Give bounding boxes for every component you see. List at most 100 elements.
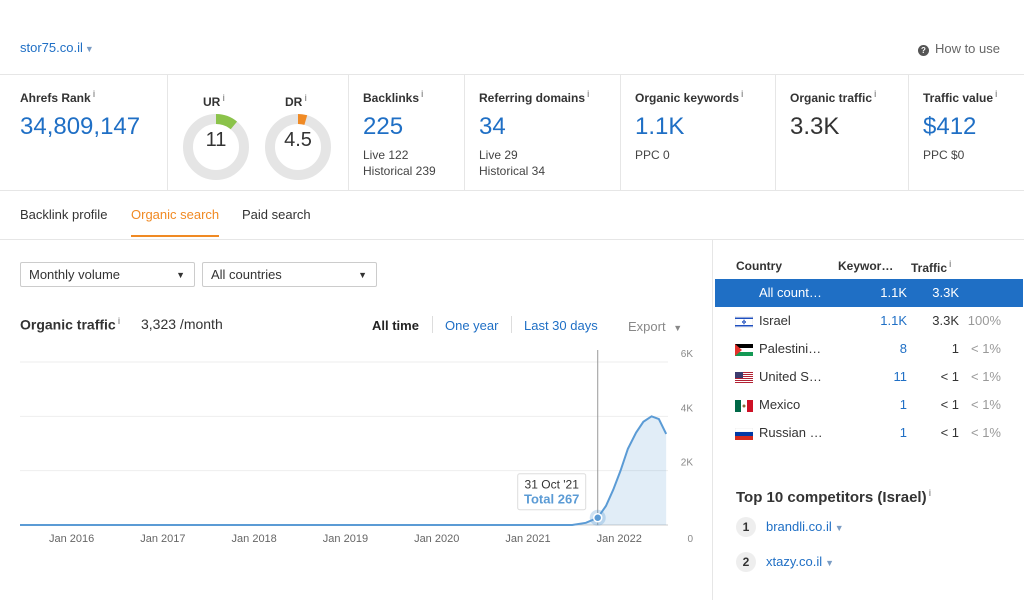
metric-referring-domains: Referring domains i 34 Live 29 Historical …	[465, 75, 621, 190]
metric-organic-traffic: Organic traffic i 3.3K	[776, 75, 909, 190]
info-icon[interactable]: i	[117, 316, 121, 326]
organic-traffic-chart[interactable]: 6K 4K 2K 0 Jan 2016 Jan 2017 Jan 2018 Jan 2019…	[0, 340, 712, 555]
info-icon[interactable]: i	[587, 89, 590, 99]
ahrefs-rank-label: Ahrefs Rank	[20, 91, 91, 105]
country-row[interactable]: Mexico 1 < 1 < 1%	[715, 391, 1023, 419]
country-row[interactable]: Israel 1.1K 3.3K 100%	[715, 307, 1023, 335]
volume-select[interactable]: Monthly volume ▼	[20, 262, 195, 287]
chart-tooltip: 31 Oct '21 Total 267	[517, 473, 587, 511]
tab-paid-search[interactable]: Paid search	[242, 207, 311, 222]
country-traffic-share: < 1%	[971, 369, 1001, 384]
how-to-use-label: How to use	[934, 41, 1000, 56]
competitor-name[interactable]: xtazy.co.il	[766, 554, 823, 569]
referring-domains-value[interactable]: 34	[479, 113, 506, 140]
country-keywords[interactable]: 1	[899, 397, 907, 412]
keywords-header[interactable]: Keywor…	[838, 259, 894, 273]
country-traffic: < 1	[940, 369, 959, 384]
metric-ur-dr: UR i 11 DR i 4.5	[168, 75, 349, 190]
backlinks-live: Live 122	[363, 148, 409, 162]
range-divider	[432, 316, 433, 333]
y-axis-ticks: 6K 4K 2K 0	[681, 349, 694, 545]
info-icon[interactable]: i	[949, 259, 952, 269]
tab-organic-search[interactable]: Organic search	[131, 207, 220, 237]
how-to-use-link[interactable]: ? How to use	[917, 41, 1000, 56]
organic-keywords-value[interactable]: 1.1K	[635, 113, 685, 140]
y-tick-label: 2K	[681, 458, 694, 469]
info-icon[interactable]: i	[92, 89, 96, 99]
competitor-item[interactable]: 2 xtazy.co.il ▼	[736, 552, 834, 572]
export-button[interactable]: Export ▼	[628, 319, 683, 334]
info-icon[interactable]: i	[421, 89, 424, 99]
info-icon[interactable]: i	[928, 488, 932, 498]
domain-selector[interactable]: stor75.co.il ▼	[20, 40, 94, 55]
usa-flag-icon	[735, 372, 753, 384]
range-one-year[interactable]: One year	[445, 318, 499, 333]
range-all-time[interactable]: All time	[372, 318, 419, 333]
country-name: Israel	[759, 313, 791, 328]
y-tick-label: 4K	[681, 403, 694, 414]
country-name: Palestini…	[759, 341, 822, 356]
tooltip-date: 31 Oct '21	[525, 478, 580, 492]
info-icon[interactable]: i	[995, 89, 998, 99]
country-keywords[interactable]: 1	[899, 425, 907, 440]
ur-label: UR	[203, 95, 221, 109]
country-name: United S…	[759, 369, 822, 384]
palestine-flag-icon	[735, 344, 753, 356]
x-tick-label: Jan 2016	[49, 533, 94, 545]
country-row[interactable]: Russian … 1 < 1 < 1%	[715, 419, 1023, 447]
country-traffic: 1	[951, 341, 959, 356]
info-icon[interactable]: i	[222, 93, 225, 103]
traffic-value-ppc: PPC $0	[923, 148, 965, 162]
metric-organic-keywords: Organic keywords i 1.1K PPC 0	[621, 75, 776, 190]
organic-keywords-ppc: PPC 0	[635, 148, 670, 162]
metrics-strip: Ahrefs Rank i 34,809,147 UR i 11 DR i 4.5 B…	[0, 74, 1024, 191]
country-row-all[interactable]: All count… 1.1K 3.3K	[715, 279, 1023, 307]
country-traffic: 3.3K	[932, 313, 959, 328]
competitor-name[interactable]: brandli.co.il	[766, 519, 832, 534]
country-traffic: 3.3K	[932, 285, 959, 300]
x-tick-label: Jan 2021	[505, 533, 550, 545]
ur-ring	[183, 114, 249, 180]
russia-flag-icon	[735, 428, 753, 440]
info-icon[interactable]: i	[304, 93, 307, 103]
organic-traffic-label: Organic traffic	[790, 91, 873, 105]
tooltip-point	[592, 512, 603, 523]
country-keywords[interactable]: 11	[893, 369, 908, 384]
range-last-30-days[interactable]: Last 30 days	[524, 318, 598, 333]
ahrefs-rank-value[interactable]: 34,809,147	[20, 113, 141, 140]
country-header[interactable]: Country	[736, 259, 782, 273]
help-icon: ?	[917, 45, 929, 56]
backlinks-value[interactable]: 225	[363, 113, 404, 140]
x-tick-label: Jan 2019	[323, 533, 368, 545]
countries-select[interactable]: All countries ▼	[202, 262, 377, 287]
report-tabs: Backlink profile Organic search Paid sea…	[0, 191, 1024, 240]
referring-historical: Historical 34	[479, 164, 546, 178]
chevron-down-icon[interactable]: ▼	[834, 523, 844, 533]
competitor-item[interactable]: 1 brandli.co.il ▼	[736, 517, 844, 537]
country-row[interactable]: United S… 11 < 1 < 1%	[715, 363, 1023, 391]
country-traffic-share: < 1%	[971, 425, 1001, 440]
country-keywords[interactable]: 1.1K	[880, 313, 907, 328]
country-traffic: < 1	[940, 397, 959, 412]
info-icon[interactable]: i	[874, 89, 877, 99]
traffic-per-month: 3,323 /month	[141, 316, 223, 332]
traffic-value-label: Traffic value	[923, 91, 994, 105]
country-traffic-share: < 1%	[971, 341, 1001, 356]
country-keywords[interactable]: 1.1K	[880, 285, 907, 300]
traffic-value-amount[interactable]: $412	[923, 113, 977, 140]
x-tick-label: Jan 2017	[140, 533, 185, 545]
domain-name: stor75.co.il	[20, 40, 83, 55]
referring-domains-label: Referring domains	[479, 91, 586, 105]
tab-backlink-profile[interactable]: Backlink profile	[20, 207, 108, 222]
dr-value: 4.5	[284, 129, 312, 151]
info-icon[interactable]: i	[741, 89, 744, 99]
country-row[interactable]: Palestini… 8 1 < 1%	[715, 335, 1023, 363]
country-keywords[interactable]: 8	[899, 341, 907, 356]
organic-keywords-label: Organic keywords	[635, 91, 740, 105]
traffic-header[interactable]: Traffic i	[911, 259, 952, 275]
country-traffic-share: 100%	[967, 313, 1001, 328]
mexico-flag-icon	[735, 400, 753, 412]
tooltip-total: Total 267	[524, 492, 579, 507]
country-name: Russian …	[759, 425, 823, 440]
chevron-down-icon[interactable]: ▼	[825, 558, 835, 568]
